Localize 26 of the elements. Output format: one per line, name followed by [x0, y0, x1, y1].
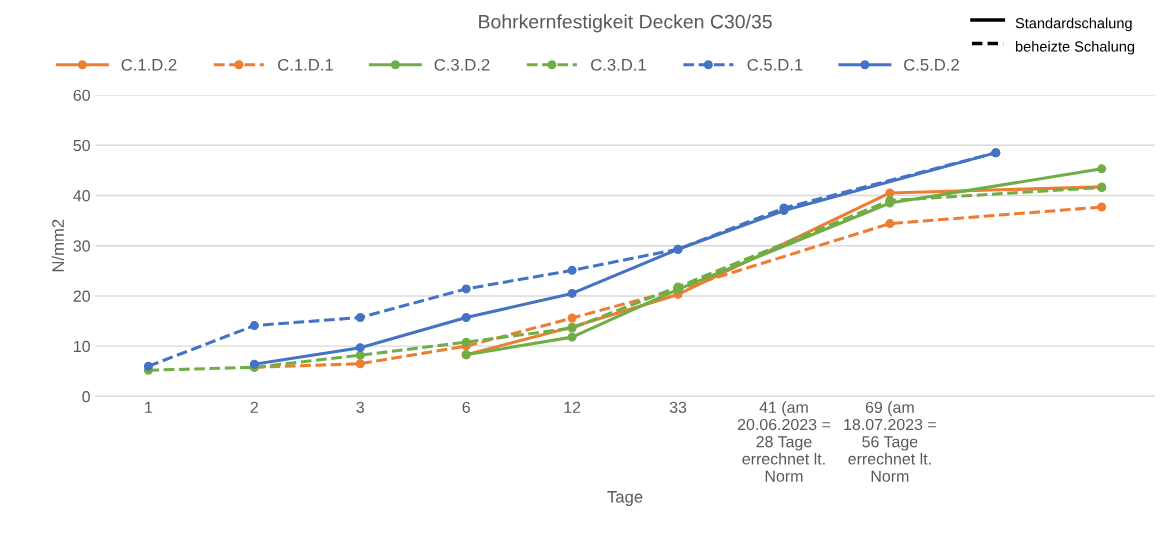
x-axis-title: Tage [607, 491, 643, 507]
y-axis-title: N/mm2 [51, 219, 64, 272]
legend-label: C.5.D.2 [904, 58, 959, 71]
y-tick-label: 0 [82, 391, 90, 403]
text: Standardschalung [1015, 17, 1132, 32]
y-tick-label: 60 [73, 89, 90, 101]
legend-label: C.3.D.2 [434, 58, 490, 71]
x-tick-label: 2 [250, 401, 258, 413]
y-tick-label: 30 [73, 240, 90, 252]
legend-label: C.3.D.1 [591, 58, 646, 71]
y-tick-label: 40 [73, 190, 90, 202]
y-tick-label: 20 [73, 290, 90, 302]
x-tick-label: 33 [669, 401, 687, 413]
legend-label: C.1.D.1 [278, 58, 333, 71]
x-tick-label: 6 [462, 401, 470, 413]
y-tick-label: 50 [73, 139, 90, 152]
x-tick-label: 3 [356, 401, 364, 413]
legend-label: C.1.D.2 [121, 58, 177, 71]
y-tick-label: 10 [74, 340, 90, 353]
legend-label: C.5.D.1 [747, 58, 803, 71]
chart-title: Bohrkernfestigkeit Decken C30/35 [479, 14, 772, 33]
x-tick-label: 69 (am 18.07.2023 = 56 Tage errechnet lt. Norm [844, 401, 936, 482]
x-tick-label: 12 [564, 401, 581, 413]
text: beheizte Schalung [1015, 40, 1135, 55]
x-tick-label: 41 (am 20.06.2023 = 28 Tage errechnet lt. Norm [737, 401, 831, 482]
x-tick-label: 1 [145, 401, 153, 413]
